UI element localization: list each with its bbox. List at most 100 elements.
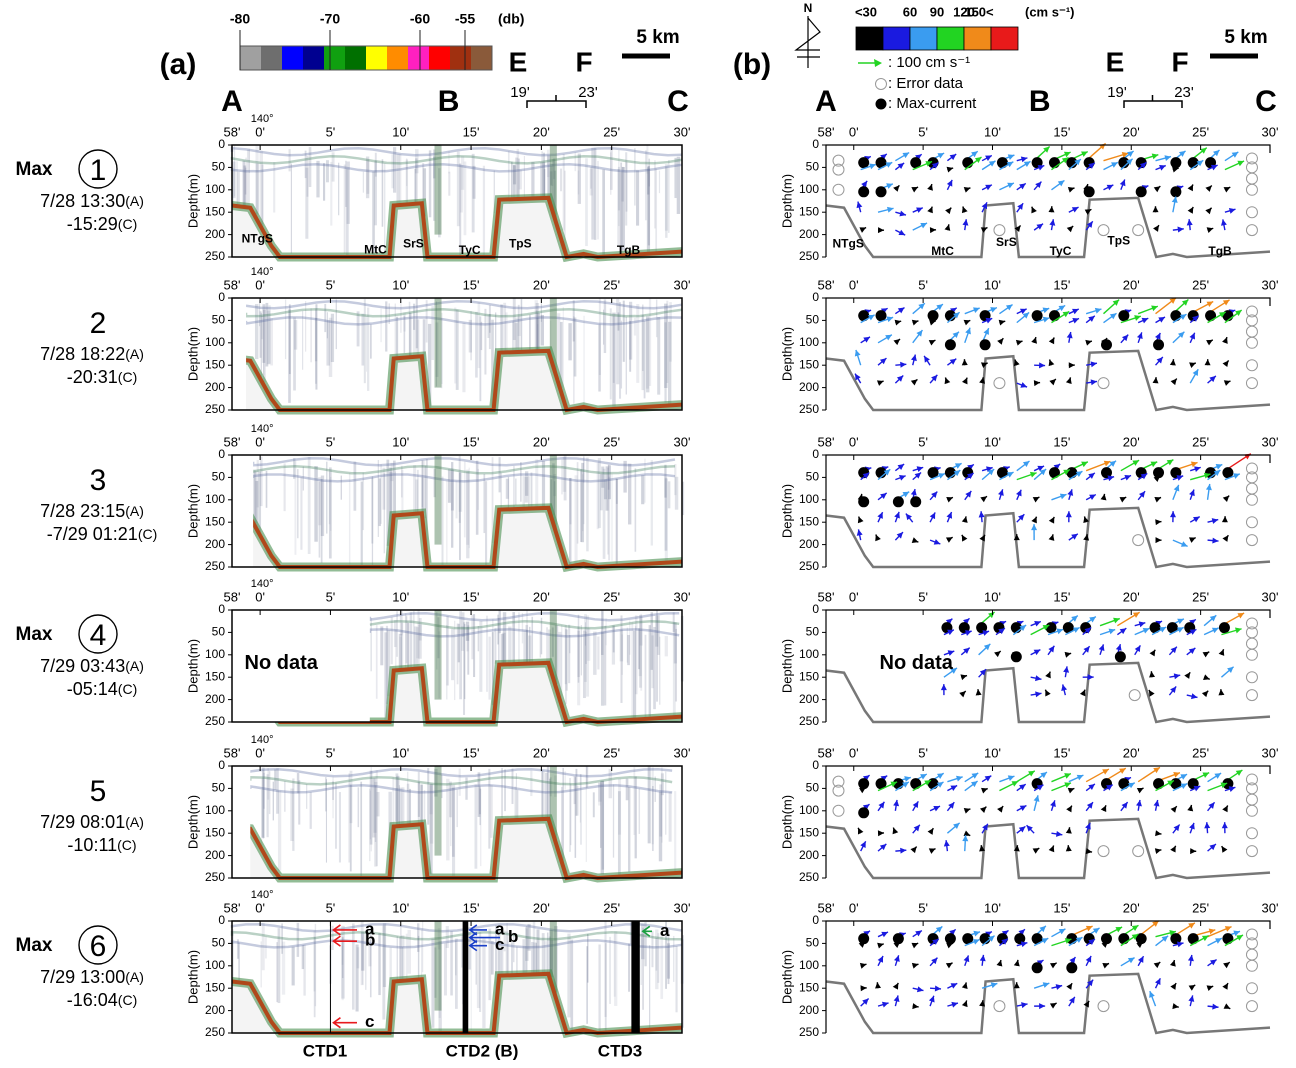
current-vector-head xyxy=(875,534,881,542)
echo-streak xyxy=(628,786,631,872)
x-tick-label: 30' xyxy=(674,124,691,139)
current-vector-head xyxy=(1076,774,1084,781)
current-vector-head xyxy=(974,157,982,164)
current-vector-head xyxy=(1007,182,1014,189)
echo-streak xyxy=(265,936,267,959)
colorbar-cell xyxy=(429,46,450,70)
current-vector-head xyxy=(885,334,892,341)
echo-streak xyxy=(541,770,544,820)
echo-streak xyxy=(349,784,352,872)
max-label: Max xyxy=(16,624,53,645)
run-end-tag: (C) xyxy=(118,992,137,1008)
echo-streak xyxy=(547,629,551,663)
echo-streak xyxy=(584,613,587,682)
echo-streak xyxy=(583,315,585,407)
echo-streak xyxy=(664,464,667,498)
echo-streak xyxy=(543,169,546,199)
max-current-dot xyxy=(1066,962,1078,974)
echo-streak xyxy=(500,472,502,510)
echo-streak xyxy=(569,635,571,654)
echo-streak xyxy=(672,622,676,718)
echo-streak xyxy=(428,150,432,218)
plot-frame xyxy=(231,609,683,723)
echo-streak xyxy=(536,929,540,975)
echo-streak xyxy=(654,776,656,802)
echo-streak xyxy=(412,319,417,357)
run-circle xyxy=(78,925,118,965)
echo-streak xyxy=(261,789,263,849)
x-tick-label: 30' xyxy=(1262,277,1279,292)
current-vector-head xyxy=(1213,470,1221,477)
current-vector-head xyxy=(1235,310,1242,317)
echo-streak xyxy=(460,156,465,190)
echo-streak xyxy=(450,469,455,511)
error-circle xyxy=(1245,172,1258,185)
current-vector-head xyxy=(1005,304,1013,311)
echo-streak xyxy=(454,620,456,701)
plot-frame xyxy=(231,920,683,1034)
run-start-tag: (A) xyxy=(125,814,144,830)
y-tick-label: 200 xyxy=(799,380,819,394)
ctd-mark-label: a xyxy=(660,921,670,940)
current-vector-head xyxy=(1170,806,1177,813)
current-vector-head xyxy=(1142,627,1150,634)
echo-streak xyxy=(465,621,470,641)
echo-streak xyxy=(669,302,672,362)
echo-streak xyxy=(400,926,402,981)
echo-streak xyxy=(384,163,386,253)
legend-max-symbol xyxy=(875,98,887,110)
echo-streak xyxy=(617,312,620,331)
echo-streak xyxy=(392,777,395,843)
echo-streak xyxy=(609,936,611,1004)
current-vector-head xyxy=(1043,146,1050,153)
echo-streak xyxy=(335,782,337,849)
echo-streak xyxy=(268,305,271,364)
echo-streak xyxy=(349,770,353,824)
current-vector-head xyxy=(1154,848,1162,855)
echo-streak xyxy=(645,317,649,389)
echo-streak xyxy=(521,612,524,644)
plume xyxy=(549,610,557,700)
echo-streak xyxy=(489,313,491,333)
current-vector-head xyxy=(1155,978,1161,986)
echo-streak xyxy=(654,160,656,229)
echo-streak xyxy=(482,165,486,257)
error-circle xyxy=(1245,305,1258,318)
run-end-tag: (C) xyxy=(118,369,137,385)
max-current-dot xyxy=(1118,778,1130,790)
echo-streak xyxy=(625,778,629,801)
echo-streak xyxy=(602,468,606,559)
echo-streak xyxy=(598,944,601,1033)
y-tick-label: 250 xyxy=(205,249,225,263)
current-vector-head xyxy=(1023,161,1031,168)
max-current-dot xyxy=(1114,651,1126,663)
echo-streak xyxy=(656,610,658,702)
current-vector-head xyxy=(979,954,986,962)
current-vector-head xyxy=(1001,930,1009,937)
current-vector-head xyxy=(1107,475,1115,482)
echo-streak xyxy=(305,301,307,352)
current-vector-head xyxy=(1083,646,1090,653)
echogram-bg xyxy=(232,766,682,878)
current-vector-head xyxy=(1100,805,1107,813)
colorbar-unit: (db) xyxy=(498,11,524,27)
current-vector-head xyxy=(985,184,992,191)
echo-streak xyxy=(575,768,578,816)
echo-streak xyxy=(646,168,651,254)
echo-streak xyxy=(539,630,542,658)
x-tick-label: 15' xyxy=(463,124,480,139)
current-vector-head xyxy=(1119,768,1126,774)
current-vector-head xyxy=(855,373,861,381)
current-vector-head xyxy=(1151,153,1159,160)
current-vector-head xyxy=(1237,160,1245,167)
current-vector-head xyxy=(980,496,987,503)
feature-label: SrS xyxy=(403,237,424,251)
echo-streak xyxy=(665,166,668,238)
current-vector-head xyxy=(980,227,988,233)
current-vector-head xyxy=(896,532,903,539)
echo-streak xyxy=(540,303,542,322)
current-vector-head xyxy=(961,206,968,214)
echo-streak xyxy=(577,630,580,678)
run-start: 7/28 13:30(A) xyxy=(40,191,144,211)
y-tick-label: 0 xyxy=(218,447,225,461)
